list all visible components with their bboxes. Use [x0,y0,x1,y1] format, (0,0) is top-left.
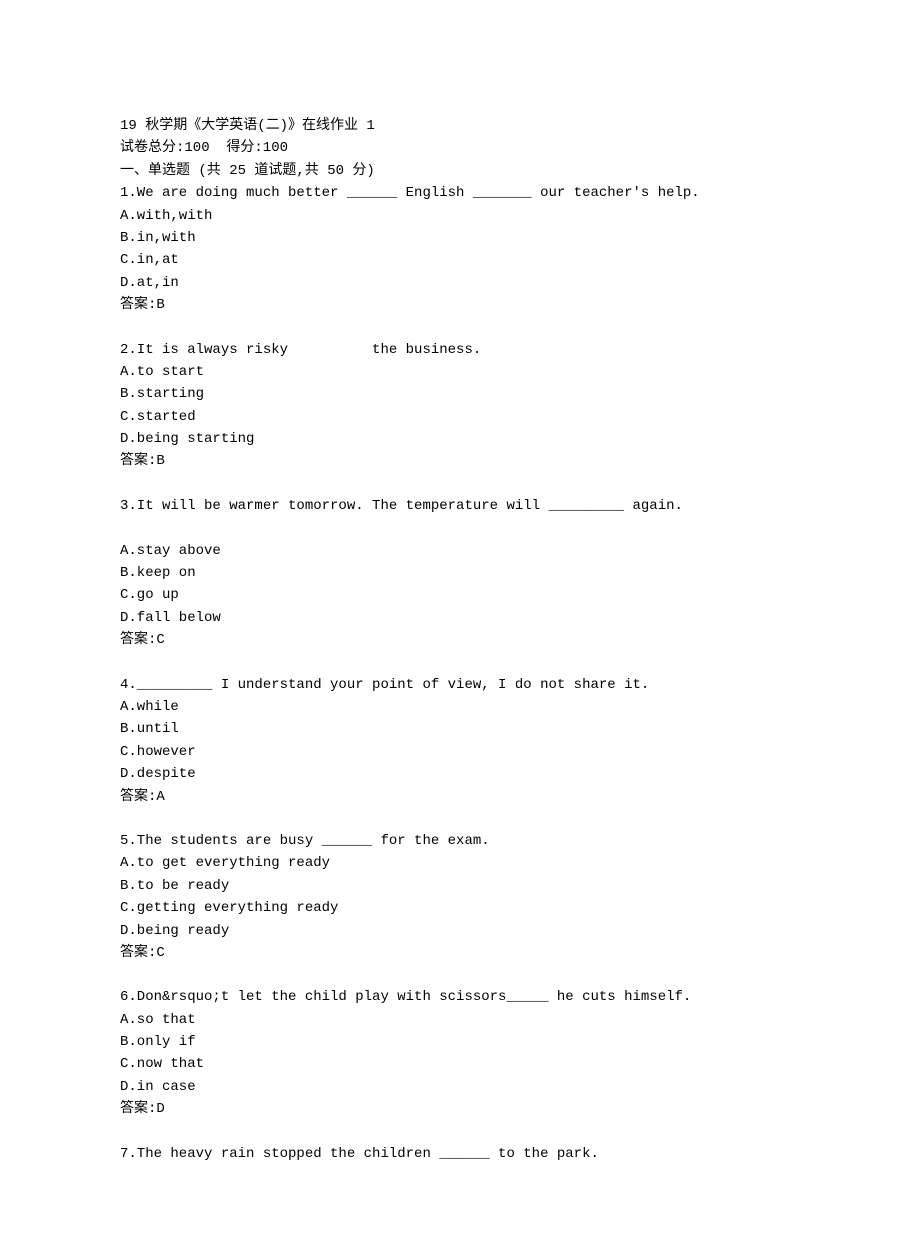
option-a: A.so that [120,1009,800,1031]
option-d: D.being starting [120,428,800,450]
option-c: C.in,at [120,249,800,271]
option-c: C.started [120,406,800,428]
question-text: 2.It is always risky the business. [120,339,800,361]
option-a: A.stay above [120,540,800,562]
question-text: 7.The heavy rain stopped the children __… [120,1143,800,1165]
question-3: 3.It will be warmer tomorrow. The temper… [120,495,800,652]
option-d: D.being ready [120,920,800,942]
option-a: A.to get everything ready [120,852,800,874]
option-d: D.despite [120,763,800,785]
option-c: C.go up [120,584,800,606]
option-d: D.fall below [120,607,800,629]
option-d: D.in case [120,1076,800,1098]
question-7: 7.The heavy rain stopped the children __… [120,1143,800,1165]
option-c: C.getting everything ready [120,897,800,919]
answer-line: 答案:A [120,786,800,808]
option-b: B.starting [120,383,800,405]
question-text: 5.The students are busy ______ for the e… [120,830,800,852]
question-text: 4._________ I understand your point of v… [120,674,800,696]
blank-line [120,517,800,539]
option-b: B.until [120,718,800,740]
question-5: 5.The students are busy ______ for the e… [120,830,800,964]
option-b: B.to be ready [120,875,800,897]
option-c: C.however [120,741,800,763]
answer-line: 答案:B [120,294,800,316]
exam-title: 19 秋学期《大学英语(二)》在线作业 1 [120,115,800,137]
option-c: C.now that [120,1053,800,1075]
option-a: A.with,with [120,205,800,227]
document-header: 19 秋学期《大学英语(二)》在线作业 1 试卷总分:100 得分:100 一、… [120,115,800,182]
option-b: B.keep on [120,562,800,584]
answer-line: 答案:C [120,942,800,964]
option-b: B.in,with [120,227,800,249]
section-title: 一、单选题 (共 25 道试题,共 50 分) [120,160,800,182]
option-a: A.to start [120,361,800,383]
answer-line: 答案:D [120,1098,800,1120]
option-a: A.while [120,696,800,718]
option-b: B.only if [120,1031,800,1053]
question-text: 6.Don&rsquo;t let the child play with sc… [120,986,800,1008]
question-2: 2.It is always risky the business.A.to s… [120,339,800,473]
question-text: 3.It will be warmer tomorrow. The temper… [120,495,800,517]
question-6: 6.Don&rsquo;t let the child play with sc… [120,986,800,1120]
question-4: 4._________ I understand your point of v… [120,674,800,808]
answer-line: 答案:B [120,450,800,472]
questions-container: 1.We are doing much better ______ Englis… [120,182,800,1165]
option-d: D.at,in [120,272,800,294]
question-text: 1.We are doing much better ______ Englis… [120,182,800,204]
document-page: 19 秋学期《大学英语(二)》在线作业 1 试卷总分:100 得分:100 一、… [0,0,920,1237]
score-line: 试卷总分:100 得分:100 [120,137,800,159]
answer-line: 答案:C [120,629,800,651]
question-1: 1.We are doing much better ______ Englis… [120,182,800,316]
